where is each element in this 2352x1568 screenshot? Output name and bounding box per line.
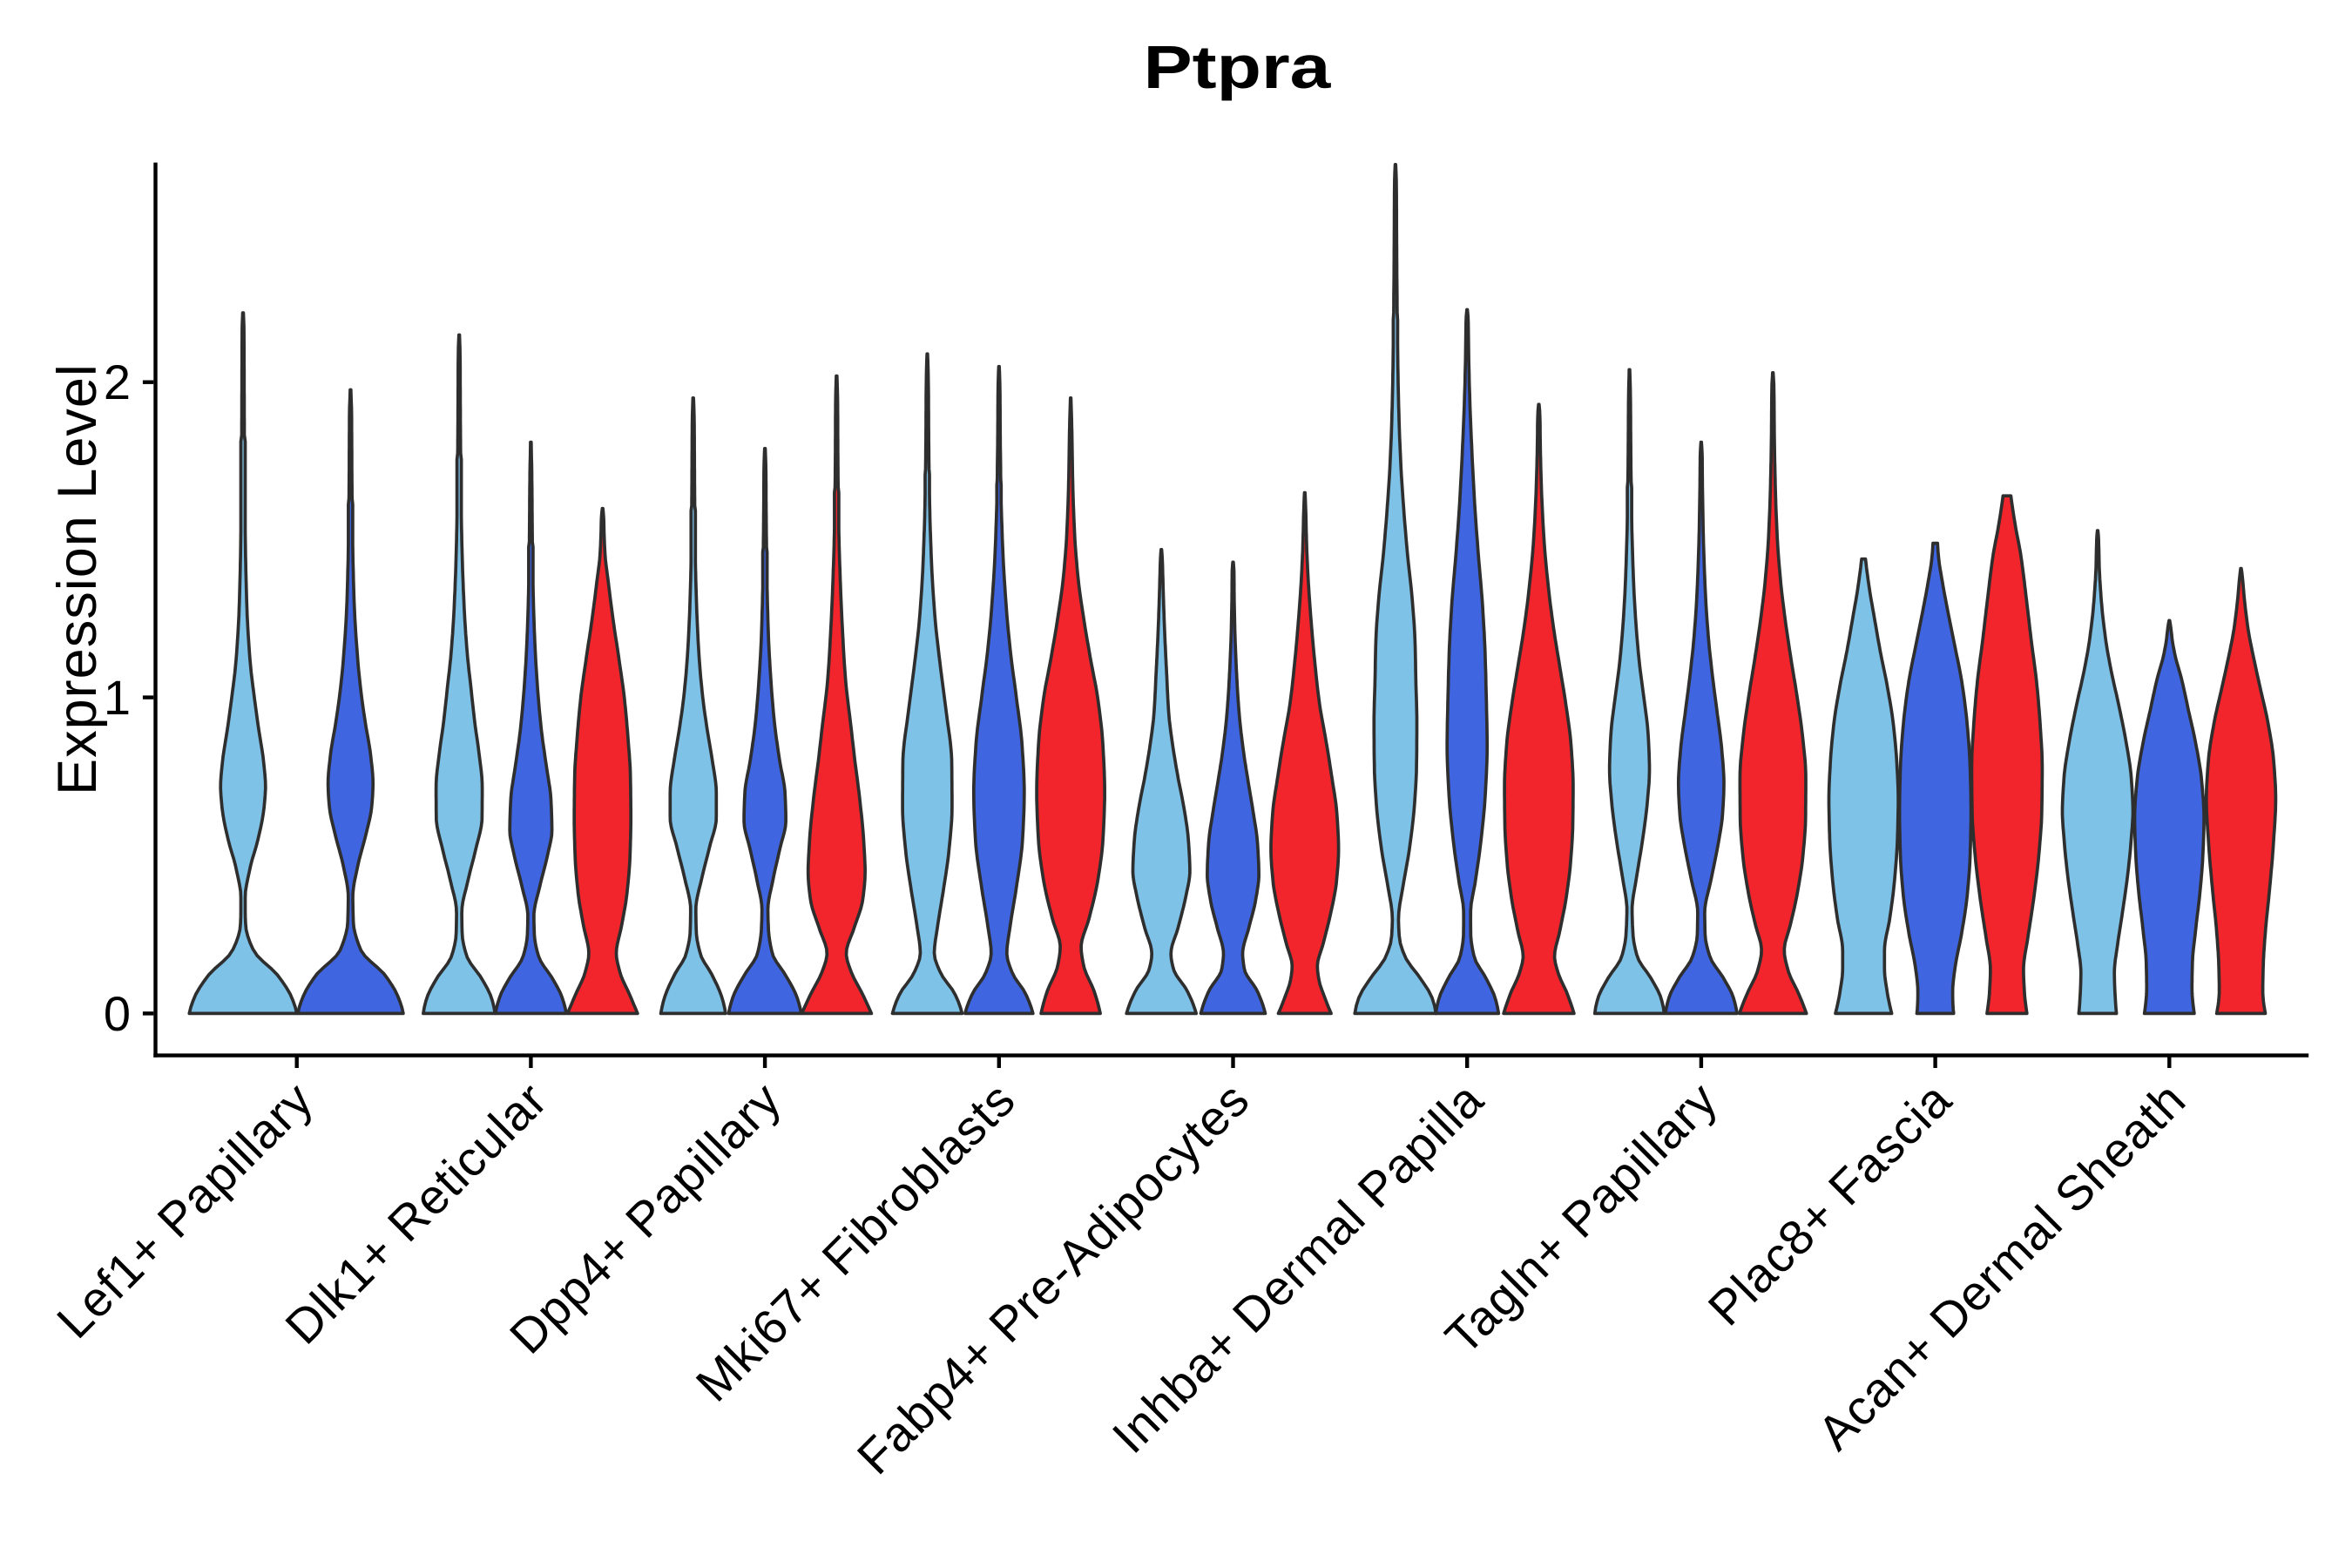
svg-text:Ptpra: Ptpra [1144,34,1332,102]
svg-text:2: 2 [104,355,131,409]
svg-text:0: 0 [104,986,131,1041]
svg-text:1: 1 [104,670,131,725]
svg-text:Expression Level: Expression Level [47,363,108,795]
